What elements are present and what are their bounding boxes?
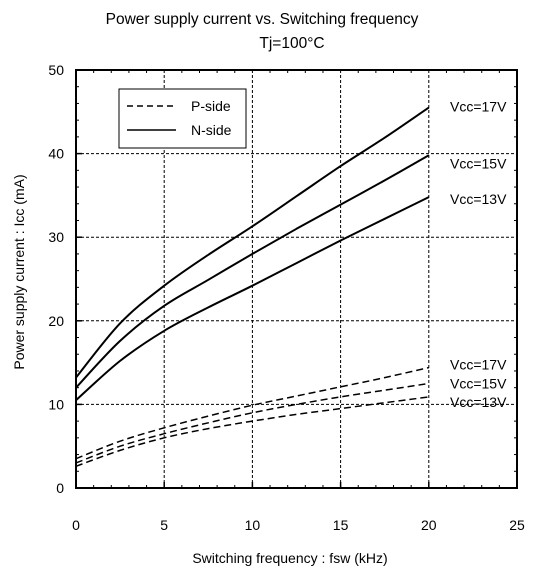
line-label: Vcc=17V xyxy=(450,99,507,115)
y-tick-label: 0 xyxy=(56,480,64,496)
chart-subtitle: Tj=100°C xyxy=(259,35,324,52)
y-tick-label: 40 xyxy=(48,146,64,162)
series-line-p-side-vcc13v xyxy=(75,396,429,468)
x-axis-label: Switching frequency : fsw (kHz) xyxy=(192,550,387,566)
line-label: Vcc=15V xyxy=(450,376,507,392)
x-tick-label: 15 xyxy=(333,517,349,533)
y-tick-labels: 0 10 20 30 40 50 xyxy=(48,62,64,496)
legend: P-side N-side xyxy=(118,88,247,149)
series-group xyxy=(75,106,430,468)
line-label: Vcc=15V xyxy=(450,155,507,171)
y-tick-label: 30 xyxy=(48,229,64,245)
x-tick-label: 10 xyxy=(245,517,261,533)
y-tick-label: 20 xyxy=(48,313,64,329)
x-tick-label: 0 xyxy=(72,517,80,533)
chart-title: Power supply current vs. Switching frequ… xyxy=(106,11,419,28)
y-tick-label: 10 xyxy=(48,396,64,412)
series-line-n-side-vcc13v xyxy=(75,196,430,401)
legend-label-n-side: N-side xyxy=(191,122,232,138)
line-label: Vcc=13V xyxy=(450,191,507,207)
y-axis-label: Power supply current : Icc (mA) xyxy=(11,174,27,369)
y-tick-label: 50 xyxy=(48,62,64,78)
grid xyxy=(76,70,517,488)
x-tick-label: 25 xyxy=(509,517,525,533)
line-labels: Vcc=17V Vcc=15V Vcc=13V Vcc=17V Vcc=15V Vcc=1… xyxy=(450,99,507,410)
series-line-p-side-vcc17v xyxy=(75,366,429,460)
plot-area-frame xyxy=(75,69,518,489)
legend-label-p-side: P-side xyxy=(191,98,231,114)
legend-box xyxy=(118,88,247,149)
series-line-p-side-vcc15v xyxy=(75,382,429,464)
x-tick-label: 5 xyxy=(160,517,168,533)
line-label: Vcc=13V xyxy=(450,394,507,410)
x-tick-labels: 0 5 10 15 20 25 xyxy=(72,517,525,533)
series-line-n-side-vcc17v xyxy=(75,106,430,379)
x-tick-label: 20 xyxy=(421,517,437,533)
line-label: Vcc=17V xyxy=(450,357,507,373)
series-line-n-side-vcc15v xyxy=(75,154,430,389)
